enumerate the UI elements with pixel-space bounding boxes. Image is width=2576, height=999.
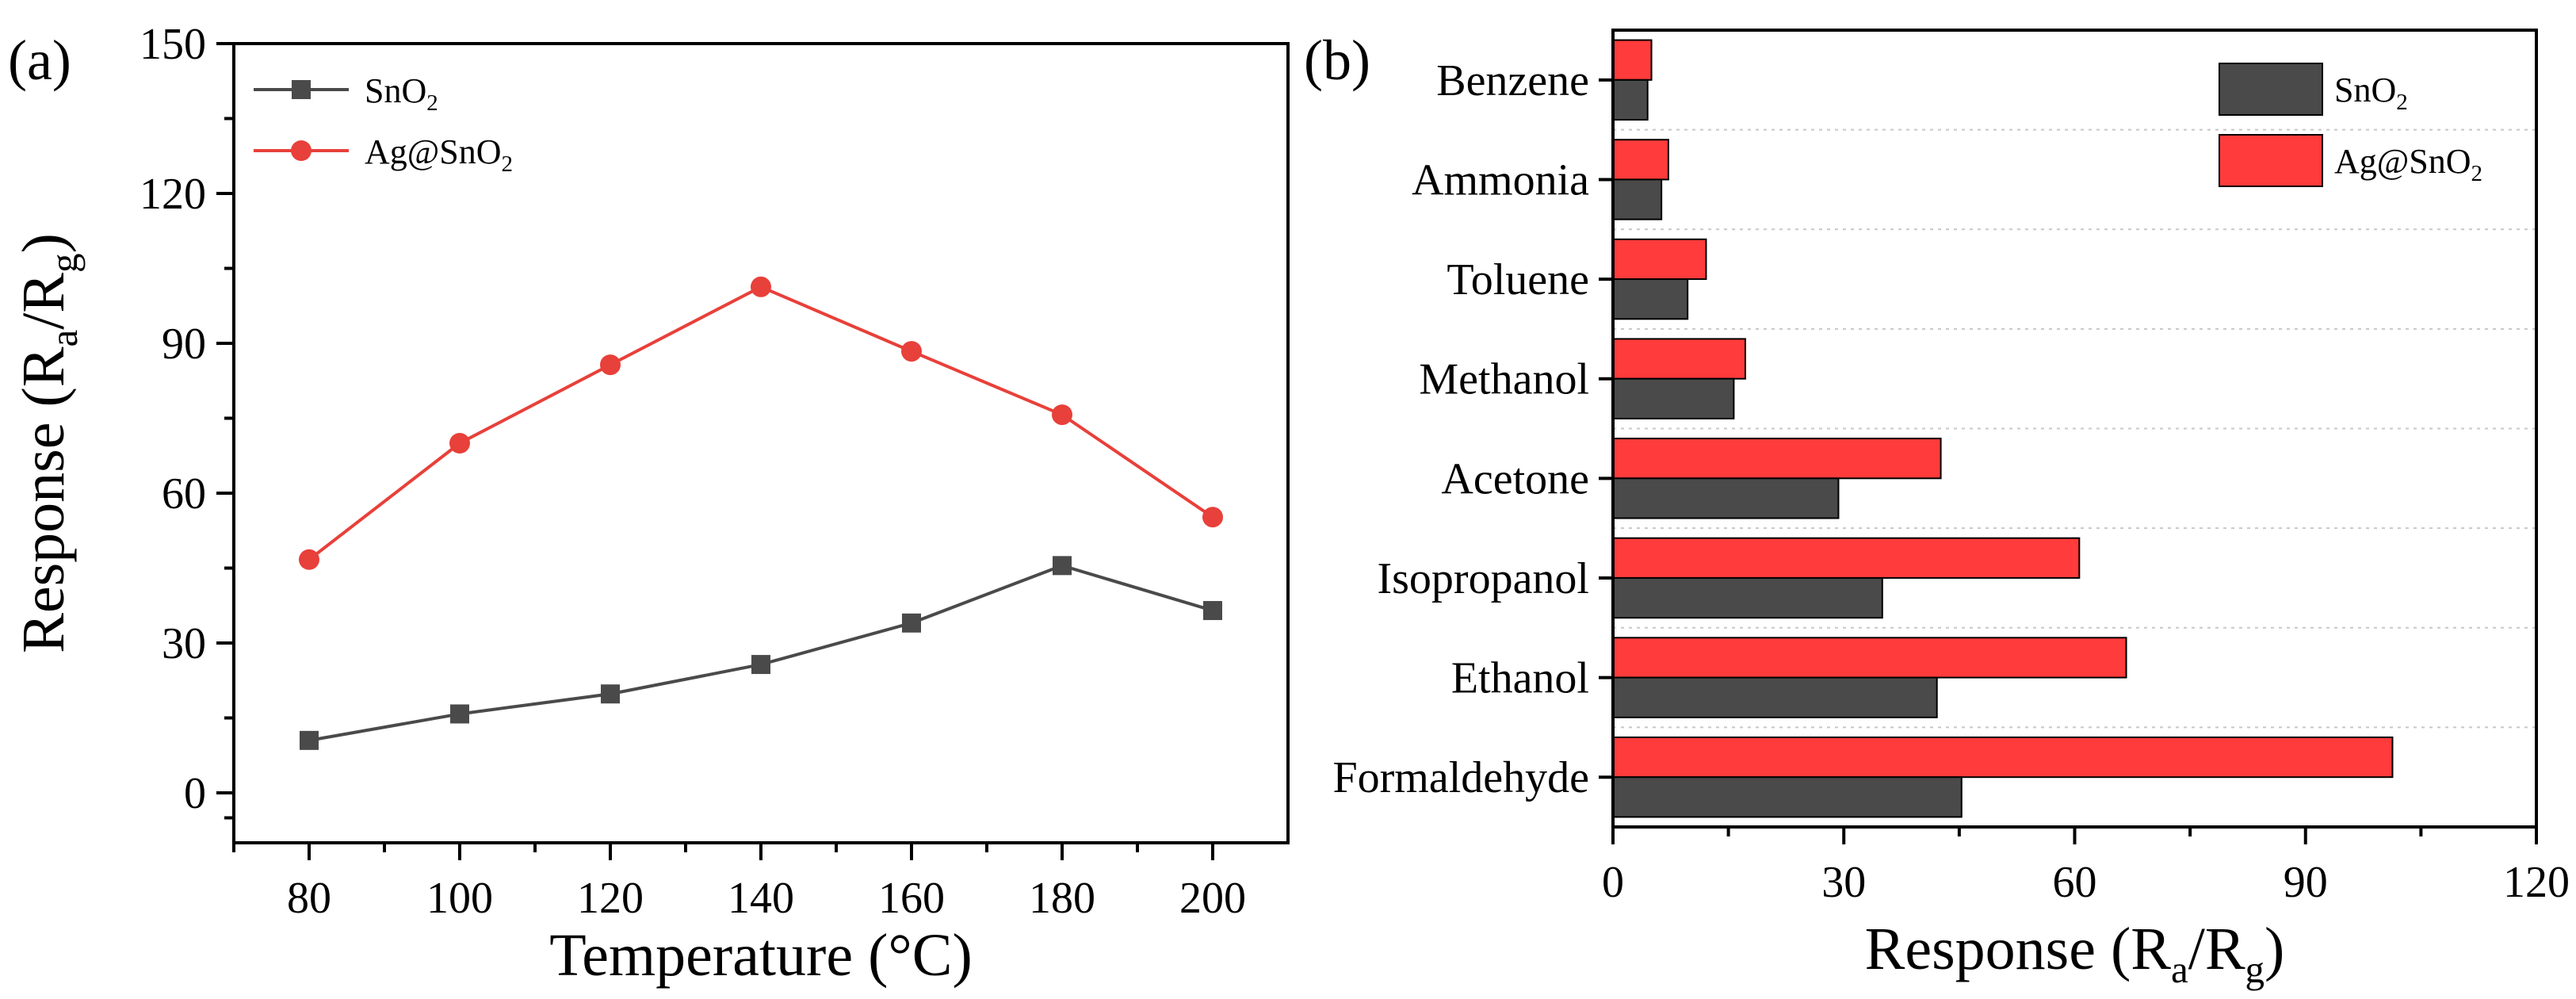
panel-b-legend-swatch [2219,134,2323,187]
panel-a-x-tick-label: 140 [728,874,794,923]
panel-b-bar-sno2 [1612,78,1649,121]
panel-a-line-chart: (a) 80 100 120 140 160 180 200 0 30 60 90 120 150 Sn… [8,20,1290,989]
panel-a-point-sno2 [601,684,620,704]
panel-a-point-ag-sno2 [1202,507,1223,528]
panel-a-y-tick-label: 60 [162,469,206,519]
panel-a-x-axis-title: Temperature (°C) [549,922,973,989]
panel-b-x-tick-label: 60 [2053,858,2097,907]
panel-a-point-ag-sno2 [449,433,470,454]
panel-b-category-label: Toluene [1447,255,1589,304]
panel-a-y-tick-label: 90 [162,320,206,369]
panel-b-legend-swatch [2219,63,2323,116]
panel-a-point-ag-sno2 [299,549,319,570]
panel-b-category-label: Benzene [1436,56,1589,105]
panel-b-bar-ag-sno2 [1612,39,1653,81]
panel-a-legend-marker [292,80,311,99]
panel-b-bar-sno2 [1612,776,1963,818]
panel-a-point-ag-sno2 [901,341,922,362]
panel-a-y-axis-title: Response (Ra​/Rg​) [10,233,86,653]
panel-b-bar-sno2 [1612,278,1689,320]
panel-a-point-ag-sno2 [1052,404,1072,426]
panel-a-series-line-ag-sno2 [308,285,1214,561]
panel-b-legend-label: SnO2​ [2334,71,2408,115]
panel-a-x-tick-label: 180 [1029,874,1095,923]
panel-b-bar-ag-sno2 [1612,537,2081,579]
panel-b-bar-ag-sno2 [1612,238,1707,281]
panel-a-point-sno2 [1203,601,1222,621]
panel-b-x-tick-label: 0 [1602,858,1624,907]
panel-a-y-tick-label: 30 [162,619,206,668]
panel-b-legend: SnO2​ Ag@SnO2​ [2219,63,2482,187]
panel-b-bar-ag-sno2 [1612,438,1942,480]
panel-b-bar-sno2 [1612,676,1938,718]
panel-a-point-ag-sno2 [600,354,621,376]
panel-a-legend-label: SnO2​ [365,71,438,116]
panel-b-bar-sno2 [1612,178,1663,220]
panel-a-point-sno2 [902,613,921,633]
panel-a-point-sno2 [450,704,469,724]
panel-b-bar-sno2 [1612,377,1735,419]
panel-b-category-label: Ammonia [1412,155,1589,205]
panel-a-x-tick-label: 120 [577,874,644,923]
panel-b-label: (b) [1304,29,1370,92]
panel-b-bar-sno2 [1612,477,1840,519]
panel-a-label: (a) [8,29,71,92]
panel-a-point-ag-sno2 [751,276,771,297]
panel-a-x-tick-label: 160 [878,874,945,923]
panel-a-point-sno2 [1053,556,1072,576]
panel-a-point-sno2 [751,655,770,675]
panel-a-x-tick-label: 100 [426,874,493,923]
panel-b-category-label: Methanol [1419,355,1589,404]
panel-b-x-axis-title: Response (Ra​/Rg​) [1865,916,2285,991]
panel-b-category-label: Formaldehyde [1333,753,1589,802]
panel-b-legend-label: Ag@SnO2​ [2334,142,2482,186]
panel-b-bar-ag-sno2 [1612,736,2394,779]
panel-a-point-sno2 [300,730,319,750]
panel-b-category-label: Ethanol [1451,654,1589,703]
panel-a-y-tick-label: 0 [184,769,206,818]
panel-a-legend-label: Ag@SnO2​ [365,132,513,177]
panel-a-legend-marker [291,140,311,161]
panel-b-bar-sno2 [1612,576,1883,619]
panel-a-series-line-sno2 [308,564,1213,742]
panel-b-x-tick-label: 30 [1821,858,1866,907]
panel-a-y-tick-label: 150 [140,20,206,69]
panel-b-x-tick-label: 90 [2284,858,2328,907]
panel-a-x-tick-label: 200 [1179,874,1246,923]
panel-b-x-tick-label: 120 [2503,858,2570,907]
panel-a-legend: SnO2​ Ag@SnO2​ [254,71,513,177]
panel-b-bar-chart: (b) 0 30 60 90 120 Benzene Ammonia Toluene Meth… [1304,29,2570,991]
panel-b-bar-ag-sno2 [1612,139,1669,181]
panel-b-bar-ag-sno2 [1612,338,1746,380]
panel-b-bar-ag-sno2 [1612,637,2127,679]
panel-a-y-tick-label: 120 [140,170,206,219]
panel-b-category-label: Isopropanol [1377,554,1589,603]
panel-b-category-label: Acetone [1441,454,1589,503]
panel-a-x-tick-label: 80 [287,874,331,923]
